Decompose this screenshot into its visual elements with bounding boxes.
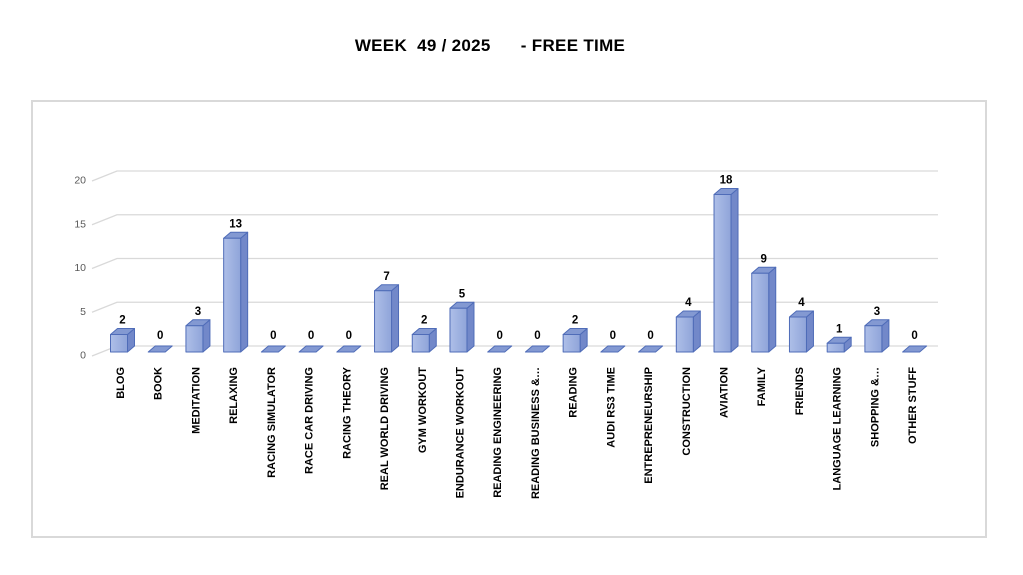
- category-label: CONSTRUCTION: [681, 367, 693, 456]
- bar-value-label: 3: [195, 306, 201, 318]
- bar-zero: [902, 345, 928, 353]
- category-label: READING: [568, 367, 580, 418]
- bar: [185, 325, 204, 353]
- bar-side-face: [692, 310, 701, 353]
- chart-title: WEEK 49 / 2025 - FREE TIME: [354, 36, 626, 55]
- bar-zero: [487, 345, 513, 353]
- bar-side-face: [240, 231, 249, 353]
- category-label: AVIATION: [719, 367, 731, 418]
- bar: [110, 334, 128, 353]
- bar-zero: [524, 345, 550, 353]
- bar-value-label: 2: [572, 315, 578, 327]
- bar-side-face: [466, 301, 475, 353]
- category-label: RELAXING: [228, 367, 240, 424]
- bar-value-label: 0: [346, 330, 352, 342]
- bar-side-face: [768, 266, 777, 353]
- chart-frame: [31, 100, 987, 538]
- gridline: [91, 301, 938, 313]
- bar: [562, 334, 581, 353]
- bar-zero: [147, 345, 173, 353]
- bar: [713, 194, 732, 353]
- bar-value-label: 5: [459, 288, 466, 300]
- bar-value-label: 7: [383, 271, 389, 283]
- y-axis-tick-label: 10: [74, 262, 86, 274]
- category-label: RACING SIMULATOR: [266, 367, 278, 478]
- bar-value-label: 0: [157, 330, 163, 342]
- bar-side-face: [391, 284, 400, 353]
- bar-value-label: 0: [647, 330, 653, 342]
- category-label: BLOG: [115, 367, 127, 399]
- bar: [788, 316, 807, 353]
- category-label: OTHER STUFF: [907, 367, 919, 444]
- bar-zero: [600, 345, 626, 353]
- bar: [374, 290, 393, 353]
- bar: [751, 272, 770, 353]
- bar: [675, 316, 694, 353]
- y-axis-tick-label: 0: [80, 350, 86, 362]
- bar-value-label: 3: [874, 306, 880, 318]
- bar-value-label: 4: [798, 297, 805, 309]
- y-axis-tick-label: 15: [74, 218, 86, 230]
- category-label: SHOPPING &…: [869, 367, 881, 447]
- bar: [826, 342, 845, 353]
- bar-value-label: 0: [911, 330, 917, 342]
- category-label: LANGUAGE LEARNING: [832, 367, 844, 490]
- bar: [411, 334, 430, 353]
- category-label: ENDURANCE WORKOUT: [454, 367, 466, 499]
- bar-value-label: 2: [421, 315, 427, 327]
- bar-side-face: [805, 310, 814, 353]
- bar-zero: [638, 345, 664, 353]
- category-label: MEDITATION: [190, 367, 202, 434]
- category-label: FAMILY: [756, 366, 768, 406]
- bar: [223, 237, 242, 353]
- category-label: GYM WORKOUT: [417, 367, 429, 453]
- bar-value-label: 1: [836, 323, 843, 335]
- category-label: RACING THEORY: [341, 366, 353, 459]
- bar-value-label: 9: [761, 253, 767, 265]
- bar-value-label: 0: [534, 330, 540, 342]
- category-label: FRIENDS: [794, 367, 806, 415]
- bar: [449, 307, 468, 353]
- category-label: AUDI RS3 TIME: [605, 367, 617, 448]
- bar-zero: [336, 345, 362, 353]
- category-label: ENTREPRENEURSHIP: [643, 367, 655, 484]
- gridline: [91, 214, 938, 226]
- category-label: READING BUSINESS &…: [530, 367, 542, 499]
- bar-value-label: 13: [229, 218, 242, 230]
- category-label: BOOK: [153, 367, 165, 400]
- gridline: [91, 170, 938, 182]
- bar-side-face: [730, 188, 739, 353]
- gridline: [91, 257, 938, 270]
- category-label: RACE CAR DRIVING: [304, 367, 316, 474]
- y-axis-tick-label: 5: [80, 306, 86, 318]
- bar-value-label: 0: [496, 330, 502, 342]
- bar-value-label: 2: [119, 315, 125, 327]
- bar-value-label: 0: [610, 330, 616, 342]
- bar-zero: [298, 345, 324, 353]
- category-label: READING ENGINEERING: [492, 367, 504, 498]
- bar-value-label: 0: [270, 330, 276, 342]
- bar: [864, 325, 883, 353]
- bar-value-label: 0: [308, 330, 314, 342]
- bar-zero: [260, 345, 286, 353]
- y-axis-tick-label: 20: [74, 175, 86, 187]
- bar-value-label: 18: [720, 175, 733, 187]
- category-label: REAL WORLD DRIVING: [379, 367, 391, 490]
- bar-value-label: 4: [685, 297, 692, 309]
